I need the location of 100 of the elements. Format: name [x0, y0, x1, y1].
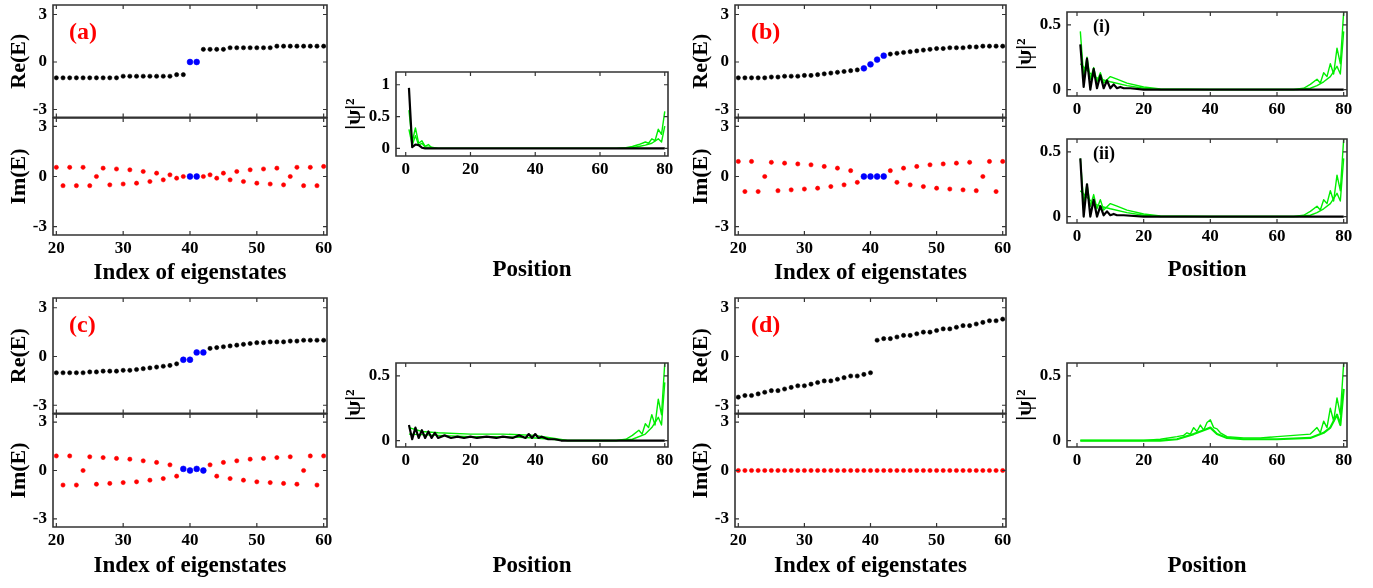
y-tick-label: 0.5 [368, 365, 390, 385]
x-tick-label: 60 [315, 529, 333, 549]
x-tick-label: 80 [1335, 449, 1353, 469]
x-axis-title: Position [492, 256, 572, 281]
x-tick-label: 50 [928, 237, 946, 257]
x-tick-label: 40 [1201, 225, 1219, 245]
x-tick-label: 30 [114, 237, 132, 257]
x-tick-label: 60 [591, 449, 609, 469]
x-axis-title: Index of eigenstates [93, 552, 287, 577]
y-tick-label: 0.5 [368, 105, 390, 125]
y-tick-label: -3 [32, 98, 47, 118]
x-tick-label: 20 [729, 237, 747, 257]
x-tick-label: 60 [994, 529, 1012, 549]
x-axis-title: Position [1167, 256, 1247, 281]
x-tick-label: 0 [401, 158, 410, 178]
x-tick-label: 40 [1201, 98, 1219, 118]
y-tick-label: -3 [32, 394, 47, 414]
x-tick-label: 40 [181, 529, 199, 549]
y-axis-title: |ψ|² [1011, 388, 1037, 421]
y-tick-label: -3 [714, 508, 729, 528]
x-tick-label: 60 [994, 237, 1012, 257]
x-tick-label: 20 [47, 529, 65, 549]
x-tick-label: 20 [461, 158, 479, 178]
x-tick-label: 40 [181, 237, 199, 257]
x-axis-title: Position [1167, 552, 1247, 577]
y-tick-label: 1 [381, 74, 390, 94]
y-tick-label: 3 [38, 411, 47, 431]
x-tick-label: 20 [47, 237, 65, 257]
x-axis-title: Index of eigenstates [93, 259, 287, 284]
y-axis-title: Im(E) [4, 442, 30, 499]
x-tick-label: 60 [315, 237, 333, 257]
y-tick-label: 0 [720, 345, 729, 365]
x-tick-label: 20 [729, 529, 747, 549]
y-tick-label: 0 [1052, 429, 1061, 449]
y-tick-label: 0 [38, 51, 47, 71]
y-tick-label: 0.5 [1039, 365, 1061, 385]
y-axis-title: Im(E) [686, 148, 712, 205]
x-tick-label: 50 [248, 237, 266, 257]
y-tick-label: -3 [32, 508, 47, 528]
x-axis-title: Index of eigenstates [774, 259, 968, 284]
y-axis-title: Im(E) [4, 148, 30, 205]
x-tick-label: 20 [1135, 225, 1153, 245]
x-tick-label: 30 [795, 237, 813, 257]
x-tick-label: 40 [526, 449, 544, 469]
x-tick-label: 80 [656, 449, 674, 469]
annotation: (a) [69, 18, 97, 45]
y-axis-title: |ψ|² [340, 388, 366, 421]
x-tick-label: 40 [1201, 449, 1219, 469]
x-tick-label: 0 [1072, 225, 1082, 245]
y-tick-label: -3 [714, 394, 729, 414]
y-tick-label: 0 [381, 137, 390, 157]
y-tick-label: 0 [381, 429, 390, 449]
annotation: (ii) [1093, 142, 1115, 164]
x-tick-label: 40 [862, 237, 879, 257]
x-tick-label: 40 [862, 529, 879, 549]
y-axis-title: Im(E) [686, 442, 712, 499]
annotation: (d) [751, 311, 781, 338]
y-axis-title: |ψ|² [340, 97, 366, 130]
x-tick-label: 40 [526, 158, 544, 178]
x-tick-label: 20 [1135, 449, 1153, 469]
y-tick-label: -3 [714, 216, 729, 236]
x-tick-label: 30 [795, 529, 813, 549]
x-tick-label: 20 [1135, 98, 1153, 118]
annotation: (i) [1093, 15, 1110, 37]
x-tick-label: 0 [1072, 449, 1082, 469]
x-tick-label: 50 [928, 529, 946, 549]
y-tick-label: 0.5 [1039, 14, 1061, 34]
x-tick-label: 0 [401, 449, 410, 469]
y-tick-label: 3 [38, 3, 47, 23]
x-tick-label: 60 [591, 158, 609, 178]
y-axis-title: Re(E) [4, 33, 30, 89]
annotation: (b) [751, 18, 781, 45]
x-tick-label: 50 [248, 529, 266, 549]
x-tick-label: 80 [656, 158, 674, 178]
x-tick-label: 0 [1072, 98, 1082, 118]
x-tick-label: 60 [1268, 449, 1286, 469]
y-axis-title: Re(E) [686, 328, 712, 384]
x-tick-label: 60 [1268, 225, 1286, 245]
x-axis-title: Position [492, 552, 572, 577]
y-tick-label: 3 [720, 297, 729, 317]
x-tick-label: 80 [1335, 98, 1353, 118]
annotation: (c) [69, 311, 96, 338]
y-tick-label: 0.5 [1039, 141, 1061, 161]
y-tick-label: 0 [1052, 78, 1061, 98]
y-tick-label: 3 [38, 115, 47, 135]
x-tick-label: 80 [1335, 225, 1353, 245]
x-tick-label: 30 [114, 529, 132, 549]
y-axis-title: |ψ|² [1011, 37, 1037, 70]
x-axis-title: Index of eigenstates [774, 552, 968, 577]
y-tick-label: -3 [714, 98, 729, 118]
y-tick-label: 0 [1052, 205, 1061, 225]
y-tick-label: 3 [720, 411, 729, 431]
y-tick-label: 3 [720, 115, 729, 135]
x-tick-label: 20 [461, 449, 479, 469]
y-tick-label: 0 [720, 51, 729, 71]
y-tick-label: 3 [38, 297, 47, 317]
y-axis-title: Re(E) [4, 328, 30, 384]
y-tick-label: 3 [720, 3, 729, 23]
y-tick-label: -3 [32, 216, 47, 236]
y-axis-title: Re(E) [686, 33, 712, 89]
